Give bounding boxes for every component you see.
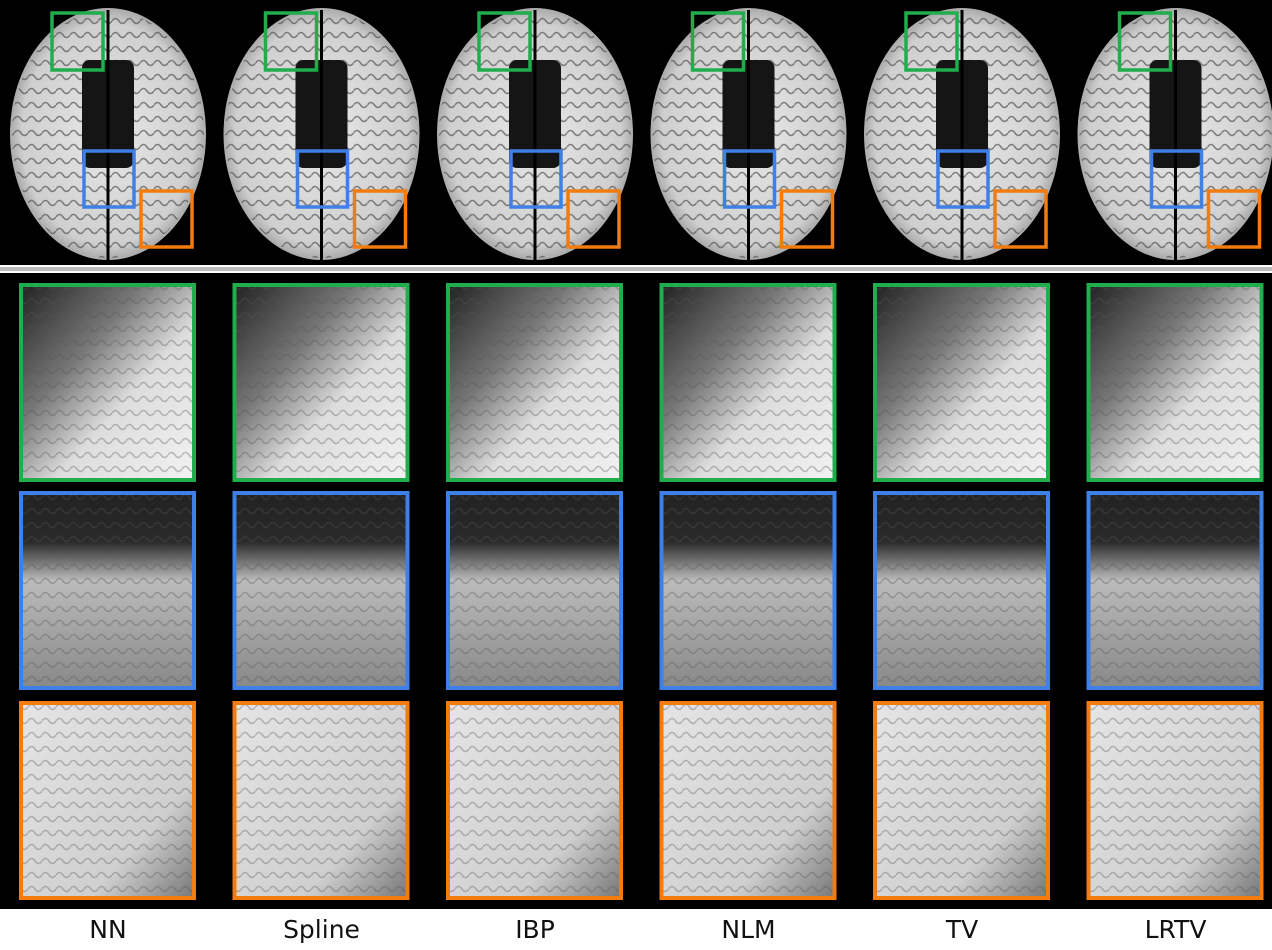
zoom-orange-frame	[659, 701, 837, 900]
zoom-orange-texture	[21, 703, 194, 898]
box-blue	[722, 149, 777, 209]
box-orange	[1206, 189, 1262, 249]
box-green	[263, 11, 319, 72]
zoom-orange-texture	[234, 703, 408, 898]
zoom-orange-frame	[1086, 701, 1264, 900]
zoom-orange-texture	[661, 703, 835, 898]
column: Spline	[223, 8, 420, 944]
column: IBP	[437, 8, 633, 944]
zoom-green-frame	[1086, 283, 1264, 482]
column: NN	[10, 8, 206, 944]
zoom-green-frame	[446, 283, 623, 482]
zoom-orange-frame	[19, 701, 196, 900]
zoom-orange-texture	[875, 703, 1048, 898]
zoom-orange-frame	[873, 701, 1050, 900]
zoom-green-texture	[448, 285, 621, 480]
zoom-orange-frame	[446, 701, 623, 900]
zoom-blue-frame	[1086, 491, 1264, 690]
zoom-green-texture	[1088, 285, 1262, 480]
top-panel	[0, 0, 1272, 265]
box-blue	[509, 149, 563, 209]
box-green	[50, 11, 105, 72]
zoom-green-texture	[21, 285, 194, 480]
zoom-green-texture	[661, 285, 835, 480]
column: NLM	[650, 8, 847, 944]
method-label: LRTV	[1145, 915, 1207, 944]
zoom-blue-texture	[1088, 493, 1262, 688]
box-green	[477, 11, 532, 72]
box-green	[690, 11, 746, 72]
columns: NN Spline IBP NLM TV LRTV	[10, 8, 1272, 944]
box-green	[1117, 11, 1173, 72]
zoom-blue-texture	[875, 493, 1048, 688]
zoom-blue-frame	[19, 491, 196, 690]
zoom-green-texture	[234, 285, 408, 480]
method-label: NN	[89, 915, 126, 944]
box-green	[904, 11, 959, 72]
box-blue	[295, 149, 350, 209]
method-label: NLM	[721, 915, 775, 944]
zoom-orange-texture	[448, 703, 621, 898]
zoom-blue-frame	[659, 491, 837, 690]
zoom-green-frame	[232, 283, 410, 482]
method-label: Spline	[283, 915, 360, 944]
box-orange	[352, 189, 408, 249]
zoom-blue-frame	[873, 491, 1050, 690]
column: LRTV	[1077, 8, 1272, 944]
zoom-blue-texture	[21, 493, 194, 688]
box-orange	[139, 189, 194, 249]
zoom-green-frame	[19, 283, 196, 482]
box-blue	[82, 149, 136, 209]
zoom-blue-texture	[448, 493, 621, 688]
zoom-green-frame	[659, 283, 837, 482]
box-orange	[566, 189, 621, 249]
zoom-blue-frame	[446, 491, 623, 690]
box-blue	[936, 149, 990, 209]
method-label: IBP	[515, 915, 555, 944]
zoom-green-frame	[873, 283, 1050, 482]
box-orange	[993, 189, 1048, 249]
zoom-blue-texture	[234, 493, 408, 688]
zoom-blue-frame	[232, 491, 410, 690]
zoom-orange-frame	[232, 701, 410, 900]
box-orange	[779, 189, 835, 249]
separator	[0, 267, 1272, 271]
zoom-green-texture	[875, 285, 1048, 480]
zoom-orange-texture	[1088, 703, 1262, 898]
column: TV	[864, 8, 1060, 944]
zoom-panel	[0, 273, 1272, 909]
box-blue	[1149, 149, 1204, 209]
zoom-blue-texture	[661, 493, 835, 688]
method-label: TV	[945, 915, 978, 944]
